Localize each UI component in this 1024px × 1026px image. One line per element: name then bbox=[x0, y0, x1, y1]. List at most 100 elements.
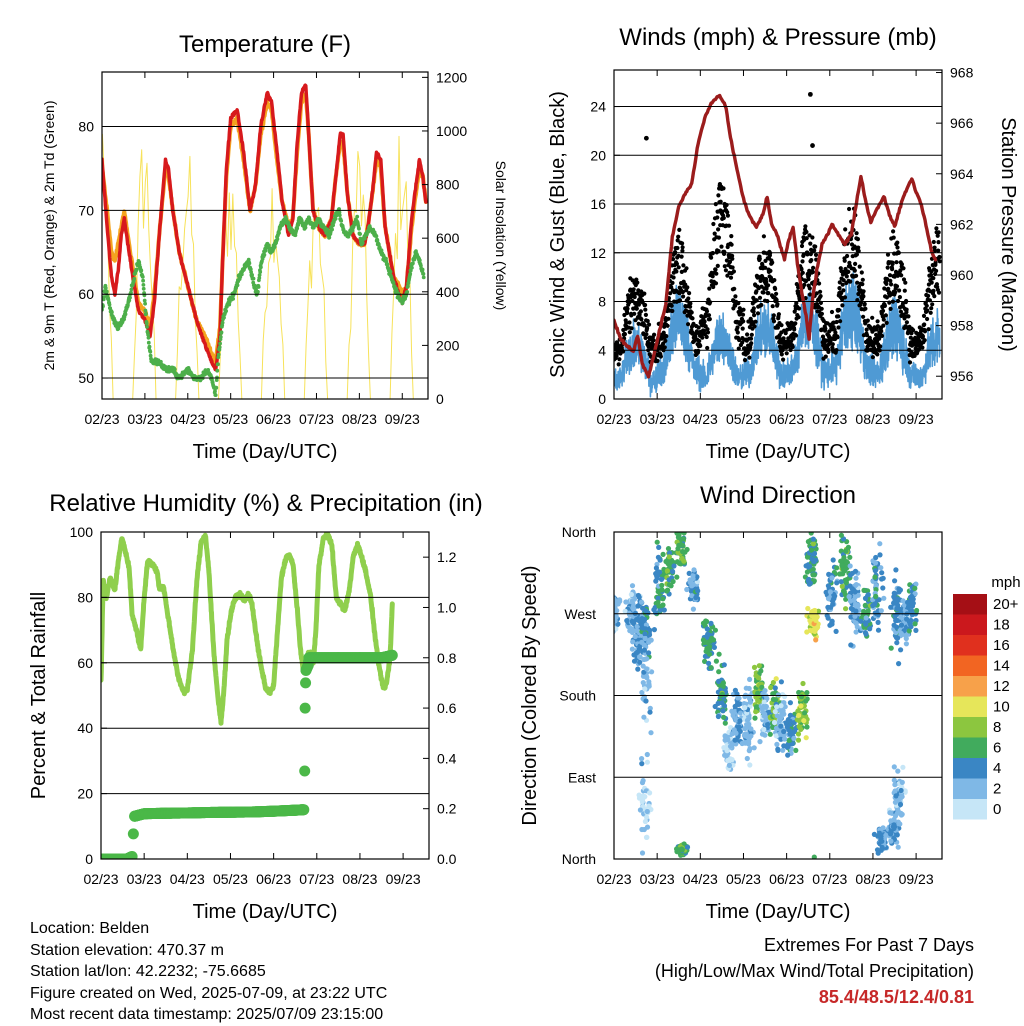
gust-point bbox=[617, 357, 622, 362]
gust-point bbox=[644, 332, 649, 337]
direction-point bbox=[647, 627, 653, 633]
gust-point bbox=[790, 344, 795, 350]
dewpoint-point bbox=[337, 213, 342, 218]
gust-point bbox=[614, 353, 619, 359]
direction-point bbox=[888, 818, 894, 824]
direction-point bbox=[666, 550, 673, 556]
gust-point bbox=[747, 355, 752, 360]
direction-point bbox=[914, 607, 920, 614]
direction-point bbox=[737, 718, 743, 724]
direction-point bbox=[671, 563, 677, 569]
gust-point bbox=[899, 262, 905, 267]
direction-point bbox=[707, 651, 713, 657]
direction-point bbox=[838, 579, 844, 585]
direction-point bbox=[655, 589, 661, 595]
direction-point bbox=[762, 711, 768, 717]
direction-point bbox=[772, 685, 778, 691]
gust-point bbox=[670, 308, 675, 314]
dewpoint-point bbox=[217, 345, 222, 350]
direction-point bbox=[732, 687, 739, 693]
gust-point bbox=[817, 281, 822, 286]
gust-point bbox=[845, 253, 850, 259]
legend-label: 14 bbox=[993, 658, 1010, 675]
gust-point bbox=[854, 231, 859, 236]
gust-point bbox=[864, 333, 870, 338]
gust-point bbox=[716, 249, 721, 254]
direction-point bbox=[872, 568, 878, 574]
x-tick-label: 03/23 bbox=[640, 871, 675, 887]
legend-swatch bbox=[953, 717, 987, 738]
gust-point bbox=[860, 277, 865, 282]
gust-point bbox=[702, 319, 707, 324]
gust-point bbox=[779, 323, 784, 328]
direction-point bbox=[853, 575, 859, 581]
gust-point bbox=[840, 303, 845, 308]
direction-point bbox=[720, 708, 726, 714]
gust-point bbox=[802, 282, 807, 287]
dewpoint-point bbox=[253, 284, 258, 288]
direction-point bbox=[858, 618, 864, 624]
y-right-tick-label: 964 bbox=[950, 166, 974, 182]
dewpoint-point bbox=[256, 285, 261, 289]
direction-point bbox=[825, 604, 831, 610]
dewpoint-point bbox=[262, 252, 267, 257]
direction-point bbox=[888, 838, 894, 844]
gust-point bbox=[723, 268, 729, 273]
direction-point bbox=[896, 661, 902, 667]
direction-point bbox=[787, 718, 793, 724]
direction-point bbox=[617, 597, 623, 603]
direction-point bbox=[847, 554, 853, 560]
gust-point bbox=[625, 310, 630, 316]
dewpoint-point bbox=[360, 240, 365, 245]
dewpoint-point bbox=[307, 217, 312, 222]
temperature-panel: Temperature (F)Time (Day/UTC)2m & 9m T (… bbox=[41, 31, 509, 463]
dewpoint-point bbox=[224, 309, 229, 313]
direction-point bbox=[762, 688, 768, 694]
dewpoint-point bbox=[421, 272, 426, 276]
gust-point bbox=[852, 268, 857, 273]
gust-point bbox=[861, 289, 866, 294]
direction-point bbox=[751, 664, 758, 671]
station-location: Location: Belden bbox=[30, 920, 150, 937]
direction-point bbox=[894, 624, 900, 630]
direction-point bbox=[716, 669, 722, 675]
direction-point bbox=[785, 752, 791, 758]
dewpoint-point bbox=[144, 311, 148, 316]
gust-point bbox=[796, 315, 801, 320]
gust-point bbox=[807, 91, 813, 97]
x-tick-label: 06/23 bbox=[769, 871, 804, 887]
gust-point bbox=[713, 267, 718, 272]
dewpoint-point bbox=[146, 335, 151, 340]
direction-point bbox=[801, 718, 807, 724]
direction-point bbox=[913, 581, 919, 587]
gust-point bbox=[808, 241, 813, 246]
direction-point bbox=[607, 598, 612, 603]
gust-point bbox=[686, 296, 691, 301]
x-tick-label: 04/23 bbox=[683, 871, 718, 887]
gust-point bbox=[674, 269, 679, 274]
gust-point bbox=[616, 362, 621, 367]
dewpoint-point bbox=[388, 269, 393, 274]
direction-point bbox=[827, 589, 834, 595]
x-tick-label: 07/23 bbox=[812, 411, 847, 427]
legend-swatch bbox=[953, 799, 987, 820]
gust-point bbox=[855, 280, 860, 285]
direction-point bbox=[661, 607, 667, 613]
gust-point bbox=[928, 310, 933, 315]
direction-point bbox=[761, 699, 767, 705]
dewpoint-point bbox=[141, 278, 146, 283]
direction-point bbox=[747, 699, 754, 705]
y-right-tick-label: 200 bbox=[436, 337, 460, 353]
direction-point bbox=[803, 735, 809, 741]
direction-point bbox=[813, 637, 819, 643]
direction-point bbox=[787, 712, 794, 718]
dewpoint-point bbox=[249, 270, 254, 274]
gust-point bbox=[759, 302, 764, 308]
direction-point bbox=[609, 619, 614, 624]
direction-point bbox=[654, 539, 660, 545]
dewpoint-point bbox=[216, 352, 221, 357]
gust-point bbox=[625, 306, 630, 311]
gust-point bbox=[635, 280, 640, 285]
gust-point bbox=[781, 336, 786, 341]
dewpoint-point bbox=[146, 340, 151, 345]
